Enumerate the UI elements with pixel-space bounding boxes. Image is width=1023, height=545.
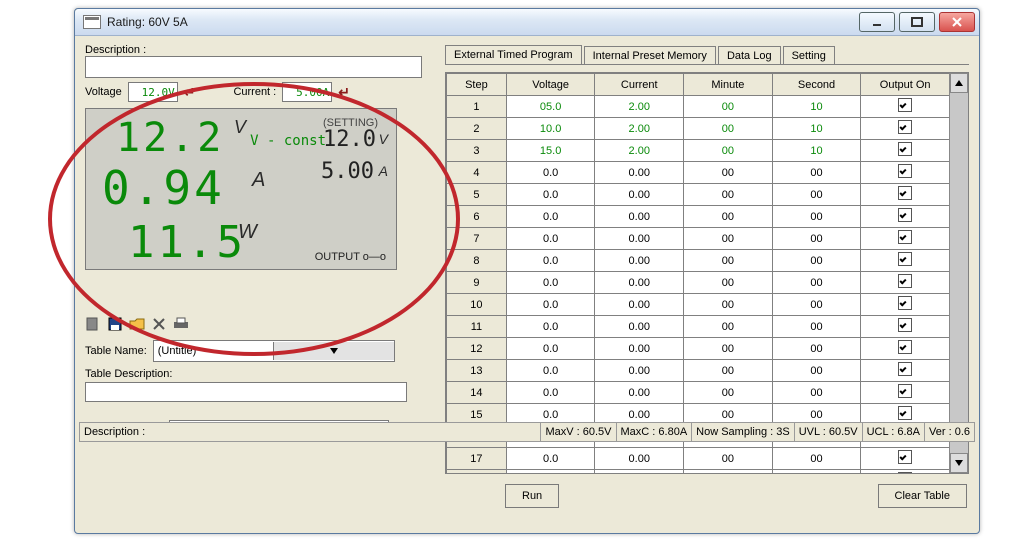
delete-icon[interactable] <box>151 316 167 332</box>
set-voltage: 12.0 <box>323 127 376 152</box>
readout-current: 0.94 <box>102 161 225 215</box>
table-row[interactable]: 130.00.000000 <box>447 360 950 382</box>
table-row[interactable]: 170.00.000000 <box>447 448 950 470</box>
table-row[interactable]: 110.00.000000 <box>447 316 950 338</box>
maximize-button[interactable] <box>899 12 935 32</box>
table-row[interactable]: 90.00.000000 <box>447 272 950 294</box>
status-ucl: UCL : 6.8A <box>862 422 925 442</box>
tab-external-timed-program[interactable]: External Timed Program <box>445 45 582 64</box>
mode-label: V - const <box>250 133 326 149</box>
readout-power-unit: W <box>238 221 257 244</box>
program-table: StepVoltageCurrentMinuteSecondOutput On … <box>446 73 950 474</box>
table-row[interactable]: 105.02.000010 <box>447 96 950 118</box>
col-second: Second <box>772 74 861 96</box>
col-voltage: Voltage <box>506 74 595 96</box>
window-title: Rating: 60V 5A <box>107 15 859 29</box>
chevron-down-icon[interactable] <box>273 342 394 360</box>
output-on-checkbox[interactable] <box>898 362 912 376</box>
status-uvl: UVL : 60.5V <box>794 422 863 442</box>
output-on-checkbox[interactable] <box>898 186 912 200</box>
readout-voltage-unit: V <box>234 117 246 138</box>
scroll-down-icon[interactable] <box>950 453 968 473</box>
readout-voltage: 12.2 <box>116 115 224 161</box>
table-name-value: (Untitle) <box>154 345 274 357</box>
output-on-checkbox[interactable] <box>898 450 912 464</box>
table-row[interactable]: 50.00.000000 <box>447 184 950 206</box>
table-row[interactable]: 180.00.000000 <box>447 470 950 475</box>
status-ver: Ver : 0.6 <box>924 422 975 442</box>
output-on-checkbox[interactable] <box>898 318 912 332</box>
save-icon[interactable] <box>107 316 123 332</box>
output-on-checkbox[interactable] <box>898 472 912 474</box>
status-bar: Description : MaxV : 60.5V MaxC : 6.80A … <box>79 422 975 442</box>
table-name-label: Table Name: <box>85 345 147 357</box>
print-icon[interactable] <box>173 316 189 332</box>
output-on-checkbox[interactable] <box>898 208 912 222</box>
status-sampling: Now Sampling : 3S <box>691 422 795 442</box>
table-row[interactable]: 80.00.000000 <box>447 250 950 272</box>
table-row[interactable]: 120.00.000000 <box>447 338 950 360</box>
tab-setting[interactable]: Setting <box>783 46 835 65</box>
new-icon[interactable] <box>85 316 101 332</box>
output-on-checkbox[interactable] <box>898 230 912 244</box>
output-on-checkbox[interactable] <box>898 98 912 112</box>
minimize-button[interactable] <box>859 12 895 32</box>
readout-display: 12.2 V 0.94 A 11.5 W (SETTING) V - const… <box>85 108 397 270</box>
current-apply-icon[interactable]: ↵ <box>338 84 350 101</box>
scrollbar[interactable] <box>949 73 968 473</box>
voltage-input[interactable]: 12.0V <box>128 82 178 102</box>
run-button[interactable]: Run <box>505 484 559 508</box>
app-window: Rating: 60V 5A Description : Voltage 12.… <box>74 8 980 534</box>
table-name-combo[interactable]: (Untitle) <box>153 340 395 362</box>
table-row[interactable]: 40.00.000000 <box>447 162 950 184</box>
output-on-checkbox[interactable] <box>898 384 912 398</box>
table-row[interactable]: 140.00.000000 <box>447 382 950 404</box>
output-on-checkbox[interactable] <box>898 296 912 310</box>
open-icon[interactable] <box>129 316 145 332</box>
clear-table-button[interactable]: Clear Table <box>878 484 967 508</box>
output-on-checkbox[interactable] <box>898 120 912 134</box>
set-voltage-unit: V <box>379 131 388 147</box>
voltage-apply-icon[interactable]: ↵ <box>184 84 196 101</box>
table-row[interactable]: 315.02.000010 <box>447 140 950 162</box>
col-current: Current <box>595 74 684 96</box>
current-label: Current : <box>233 86 276 98</box>
output-on-checkbox[interactable] <box>898 406 912 420</box>
output-on-checkbox[interactable] <box>898 252 912 266</box>
output-on-checkbox[interactable] <box>898 164 912 178</box>
readout-current-unit: A <box>252 169 265 192</box>
status-maxc: MaxC : 6.80A <box>616 422 693 442</box>
description-input[interactable] <box>85 56 422 78</box>
description-label: Description : <box>85 44 146 56</box>
table-row[interactable]: 100.00.000000 <box>447 294 950 316</box>
app-icon <box>83 15 101 29</box>
scroll-up-icon[interactable] <box>950 73 968 93</box>
program-grid: StepVoltageCurrentMinuteSecondOutput On … <box>445 72 969 474</box>
readout-power: 11.5 <box>128 217 246 268</box>
tab-bar: External Timed ProgramInternal Preset Me… <box>445 42 969 64</box>
tab-internal-preset-memory[interactable]: Internal Preset Memory <box>584 46 716 65</box>
set-current: 5.00 <box>321 159 374 184</box>
status-description: Description : <box>79 422 541 442</box>
table-row[interactable]: 70.00.000000 <box>447 228 950 250</box>
table-header: StepVoltageCurrentMinuteSecondOutput On <box>447 74 950 96</box>
current-input[interactable]: 5.00A <box>282 82 332 102</box>
output-on-checkbox[interactable] <box>898 274 912 288</box>
output-on-checkbox[interactable] <box>898 340 912 354</box>
tab-data-log[interactable]: Data Log <box>718 46 781 65</box>
output-on-checkbox[interactable] <box>898 142 912 156</box>
table-row[interactable]: 60.00.000000 <box>447 206 950 228</box>
table-row[interactable]: 210.02.000010 <box>447 118 950 140</box>
output-state: OUTPUT o—o <box>315 251 386 263</box>
title-bar: Rating: 60V 5A <box>75 9 979 36</box>
close-button[interactable] <box>939 12 975 32</box>
col-minute: Minute <box>684 74 773 96</box>
table-desc-input[interactable] <box>85 382 407 402</box>
col-step: Step <box>447 74 507 96</box>
table-desc-label: Table Description: <box>85 368 172 380</box>
col-output-on: Output On <box>861 74 950 96</box>
set-current-unit: A <box>379 163 388 179</box>
status-maxv: MaxV : 60.5V <box>540 422 616 442</box>
voltage-label: Voltage <box>85 86 122 98</box>
